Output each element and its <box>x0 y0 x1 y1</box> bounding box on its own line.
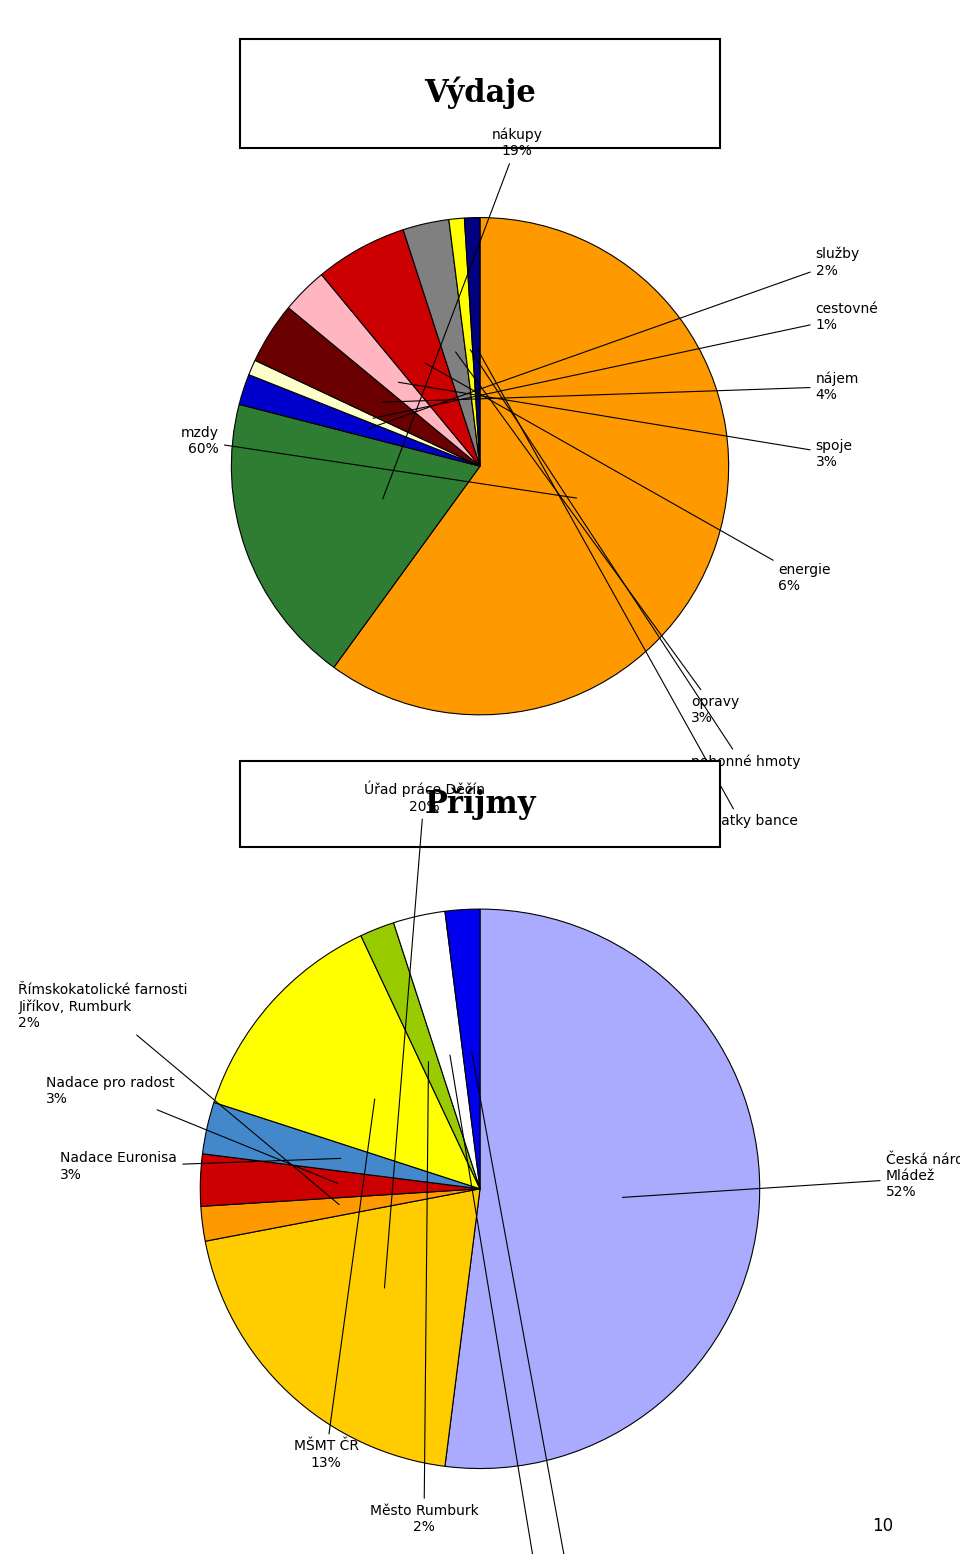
Wedge shape <box>465 218 480 466</box>
Text: Česká národní agentura
Mládež
52%: Česká národní agentura Mládež 52% <box>622 1150 960 1200</box>
Text: Výdaje: Výdaje <box>424 78 536 109</box>
Wedge shape <box>322 230 480 466</box>
Text: Nadace Euronisa
3%: Nadace Euronisa 3% <box>60 1152 341 1181</box>
Text: pohonné hmoty
1%: pohonné hmoty 1% <box>470 350 801 785</box>
Wedge shape <box>403 219 480 466</box>
Text: nákupy
19%: nákupy 19% <box>383 127 542 499</box>
Wedge shape <box>214 936 480 1189</box>
Text: Příjmy: Příjmy <box>424 788 536 821</box>
Text: Úřad práce Děčín
20%: Úřad práce Děčín 20% <box>364 780 485 1288</box>
Wedge shape <box>205 1189 480 1467</box>
Wedge shape <box>288 275 480 466</box>
Wedge shape <box>201 1153 480 1206</box>
Wedge shape <box>203 1102 480 1189</box>
Wedge shape <box>449 218 480 466</box>
Wedge shape <box>444 909 759 1469</box>
Text: Římskokatolické farnosti
Jiříkov, Rumburk
2%: Římskokatolické farnosti Jiříkov, Rumbur… <box>18 984 339 1204</box>
Wedge shape <box>334 218 729 715</box>
Text: spoje
3%: spoje 3% <box>398 382 852 469</box>
Wedge shape <box>249 361 480 466</box>
Text: poplatky bance
1%: poplatky bance 1% <box>478 350 798 844</box>
Text: Nadace pro radost
3%: Nadace pro radost 3% <box>46 1075 338 1183</box>
Wedge shape <box>201 1189 480 1242</box>
Wedge shape <box>394 911 480 1189</box>
Text: Dary fyzických osob
2%: Dary fyzických osob 2% <box>471 1052 648 1554</box>
Text: energie
6%: energie 6% <box>425 364 830 594</box>
Wedge shape <box>361 923 480 1189</box>
FancyBboxPatch shape <box>240 39 720 148</box>
Text: mzdy
60%: mzdy 60% <box>180 426 577 497</box>
Wedge shape <box>239 375 480 466</box>
Text: služby
2%: služby 2% <box>369 247 860 429</box>
Text: nájem
4%: nájem 4% <box>382 371 859 402</box>
Text: MŠMT ČR
13%: MŠMT ČR 13% <box>294 1099 374 1470</box>
Text: 10: 10 <box>872 1517 893 1535</box>
Text: Město Rumburk
2%: Město Rumburk 2% <box>370 1061 478 1534</box>
Wedge shape <box>231 404 480 667</box>
Text: cestovné
1%: cestovné 1% <box>373 301 878 418</box>
Text: Město Jiříkov
3%: Město Jiříkov 3% <box>450 1055 580 1554</box>
Wedge shape <box>255 308 480 466</box>
Text: opravy
3%: opravy 3% <box>456 351 739 726</box>
FancyBboxPatch shape <box>240 761 720 847</box>
Wedge shape <box>444 909 480 1189</box>
